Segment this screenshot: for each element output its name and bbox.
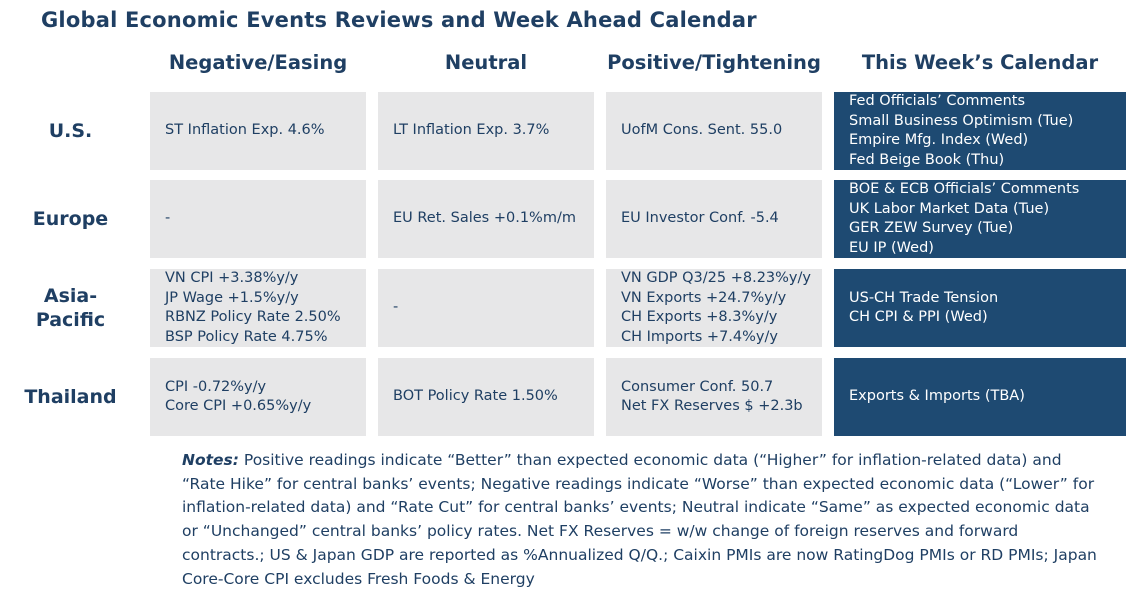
thailand-neutral-cell: BOT Policy Rate 1.50% (378, 358, 594, 436)
cell-item: - (393, 299, 399, 316)
cell-item: VN GDP Q3/25 +8.23%y/y (621, 270, 811, 286)
cell-item: EU Investor Conf. -5.4 (621, 210, 779, 227)
us-neutral-cell: LT Inflation Exp. 3.7% (378, 92, 594, 170)
cell-item: RBNZ Policy Rate 2.50% (165, 309, 341, 325)
us-positive-cell: UofM Cons. Sent. 55.0 (606, 92, 822, 170)
cell-item: LT Inflation Exp. 3.7% (393, 122, 550, 139)
calendar-item: BOE & ECB Officials’ Comments (849, 181, 1080, 197)
thailand-positive-cell: Consumer Conf. 50.7 Net FX Reserves $ +2… (606, 358, 822, 436)
row-label-us: U.S. (48, 120, 93, 142)
europe-neutral-cell: EU Ret. Sales +0.1%m/m (378, 180, 594, 258)
us-negative-cell: ST Inflation Exp. 4.6% (150, 92, 366, 170)
cell-item: EU Ret. Sales +0.1%m/m (393, 210, 576, 227)
calendar-item: EU IP (Wed) (849, 239, 934, 256)
calendar-item: Fed Beige Book (Thu) (849, 151, 1005, 168)
cell-item: UofM Cons. Sent. 55.0 (621, 122, 783, 139)
row-label-line: Pacific (35, 309, 106, 331)
column-header-neutral: Neutral (444, 51, 528, 74)
notes-paragraph: Notes: Positive readings indicate “Bette… (182, 449, 1102, 591)
asia-calendar-cell: US-CH Trade Tension CH CPI & PPI (Wed) (834, 269, 1126, 347)
cell-item: ST Inflation Exp. 4.6% (165, 122, 325, 139)
cell-item: CPI -0.72%y/y (165, 378, 267, 395)
europe-calendar-cell: BOE & ECB Officials’ Comments UK Labor M… (834, 180, 1126, 258)
cell-item: CH Imports +7.4%y/y (621, 328, 778, 345)
calendar-item: GER ZEW Survey (Tue) (849, 220, 1014, 236)
column-header-calendar: This Week’s Calendar (861, 51, 1099, 74)
calendar-item: Exports & Imports (TBA) (849, 388, 1025, 405)
calendar-item: UK Labor Market Data (Tue) (849, 200, 1050, 217)
asia-negative-cell: VN CPI +3.38%y/y JP Wage +1.5%y/y RBNZ P… (150, 269, 366, 347)
cell-item: JP Wage +1.5%y/y (165, 289, 299, 306)
row-label-europe: Europe (32, 208, 109, 230)
notes-label: Notes: (182, 451, 239, 469)
row-label-asia-pacific: Asia- Pacific (0, 269, 141, 347)
asia-positive-cell: VN GDP Q3/25 +8.23%y/y VN Exports +24.7%… (606, 269, 822, 347)
cell-item: Net FX Reserves $ +2.3b (621, 398, 803, 414)
cell-item: VN Exports +24.7%y/y (621, 289, 787, 306)
page-title: Global Economic Events Reviews and Week … (41, 8, 757, 32)
calendar-item: US-CH Trade Tension (849, 289, 999, 306)
column-header-positive: Positive/Tightening (607, 51, 821, 74)
calendar-item: Small Business Optimism (Tue) (849, 112, 1074, 129)
cell-item: CH Exports +8.3%y/y (621, 309, 778, 325)
europe-negative-cell: - (150, 180, 366, 258)
cell-item: - (165, 210, 171, 227)
thailand-negative-cell: CPI -0.72%y/y Core CPI +0.65%y/y (150, 358, 366, 436)
us-calendar-cell: Fed Officials’ Comments Small Business O… (834, 92, 1126, 170)
europe-positive-cell: EU Investor Conf. -5.4 (606, 180, 822, 258)
column-header-negative: Negative/Easing (168, 51, 348, 74)
cell-item: BSP Policy Rate 4.75% (165, 328, 328, 345)
calendar-item: CH CPI & PPI (Wed) (849, 309, 988, 325)
notes-text: Positive readings indicate “Better” than… (182, 451, 1097, 588)
cell-item: Core CPI +0.65%y/y (165, 398, 312, 414)
calendar-item: Fed Officials’ Comments (849, 93, 1025, 109)
cell-item: Consumer Conf. 50.7 (621, 378, 774, 395)
row-label-line: Asia- (43, 285, 98, 307)
row-label-thailand: Thailand (24, 386, 117, 408)
cell-item: VN CPI +3.38%y/y (165, 270, 299, 286)
calendar-item: Empire Mfg. Index (Wed) (849, 132, 1029, 148)
asia-neutral-cell: - (378, 269, 594, 347)
thailand-calendar-cell: Exports & Imports (TBA) (834, 358, 1126, 436)
cell-item: BOT Policy Rate 1.50% (393, 388, 558, 405)
